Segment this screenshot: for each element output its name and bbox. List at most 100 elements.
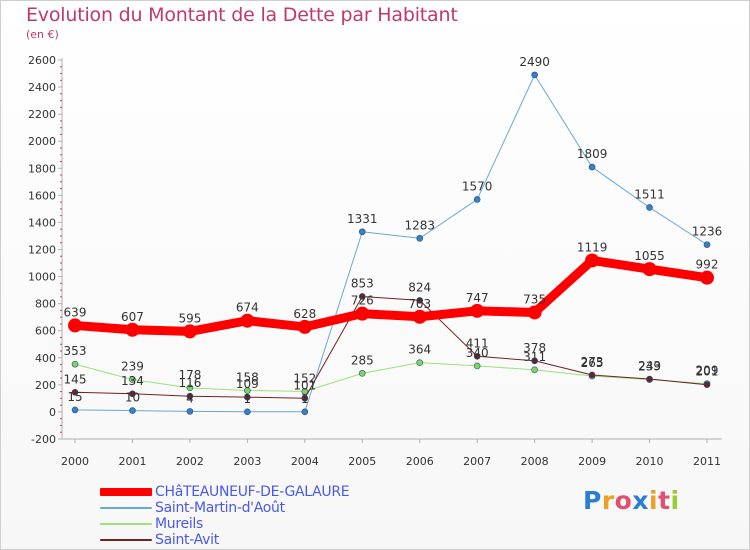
logo-letter: o xyxy=(614,486,633,515)
legend-swatch xyxy=(100,488,152,496)
y-tick-label: 1000 xyxy=(28,271,56,284)
x-tick-label: 2011 xyxy=(693,455,721,468)
y-tick-label: -200 xyxy=(31,433,56,446)
data-label: 853 xyxy=(351,276,374,290)
data-label: 628 xyxy=(293,307,316,321)
data-label: 1283 xyxy=(404,218,435,232)
logo-letter: x xyxy=(632,486,649,515)
y-tick-label: 800 xyxy=(35,298,56,311)
x-tick-label: 2003 xyxy=(233,455,261,468)
data-label: 1119 xyxy=(577,240,608,254)
data-label: 992 xyxy=(696,258,719,272)
data-label: 243 xyxy=(638,359,661,373)
y-tick-label: 1200 xyxy=(28,244,56,257)
data-point xyxy=(71,406,79,414)
legend-swatch xyxy=(100,507,152,509)
data-label: 201 xyxy=(696,365,719,379)
data-point xyxy=(416,359,424,366)
data-label: 134 xyxy=(121,374,144,388)
data-point xyxy=(301,388,309,395)
data-point xyxy=(129,390,136,398)
data-label: 747 xyxy=(466,291,489,305)
data-label: 145 xyxy=(64,372,87,386)
data-point xyxy=(531,357,538,365)
data-point xyxy=(646,204,653,211)
x-tick-label: 2002 xyxy=(176,455,204,468)
logo-letter: t xyxy=(658,486,671,515)
data-point xyxy=(585,253,600,268)
data-label: 4 xyxy=(186,391,194,405)
chart-title: Evolution du Montant de la Dette par Hab… xyxy=(26,4,458,26)
data-label: 116 xyxy=(178,376,201,390)
data-label: 311 xyxy=(523,350,546,364)
data-point xyxy=(358,293,366,300)
data-label: 109 xyxy=(236,377,259,391)
data-label: 411 xyxy=(466,336,489,350)
data-point xyxy=(703,241,711,248)
y-tick-label: 200 xyxy=(35,379,56,392)
data-point xyxy=(301,394,309,402)
data-point xyxy=(68,318,82,333)
data-point xyxy=(244,387,251,394)
x-tick-label: 2004 xyxy=(291,455,319,468)
data-label: 595 xyxy=(178,311,201,325)
logo-letter: i xyxy=(649,486,659,515)
data-label: 340 xyxy=(466,346,489,360)
x-tick-label: 2007 xyxy=(463,455,491,468)
data-label: 239 xyxy=(121,360,144,374)
data-point xyxy=(703,381,711,389)
data-label: 1236 xyxy=(692,225,723,239)
data-label: 15 xyxy=(67,390,82,404)
data-point xyxy=(182,324,197,339)
data-label: 639 xyxy=(64,305,87,319)
legend-label: Mureils xyxy=(155,516,203,532)
legend-label: CHâTEAUNEUF-DE-GALAURE xyxy=(155,484,350,500)
y-tick-label: 2600 xyxy=(28,54,56,67)
data-point xyxy=(358,228,366,236)
data-point xyxy=(473,352,481,360)
data-point xyxy=(642,262,657,277)
y-tick-label: 1800 xyxy=(28,162,56,175)
data-label: 158 xyxy=(236,371,259,385)
data-point xyxy=(531,71,538,79)
data-point xyxy=(473,362,481,370)
data-label: 152 xyxy=(293,371,316,385)
data-label: 1809 xyxy=(577,147,608,161)
x-tick-label: 2005 xyxy=(348,455,376,468)
data-label: 239 xyxy=(638,360,661,374)
x-tick-label: 2008 xyxy=(521,455,549,468)
data-label: 10 xyxy=(125,391,140,405)
data-point xyxy=(301,408,309,416)
x-tick-label: 2009 xyxy=(578,455,606,468)
data-point xyxy=(470,303,485,318)
data-label: 273 xyxy=(581,355,604,369)
series-2 xyxy=(71,293,711,402)
data-label: 1511 xyxy=(634,187,665,201)
series-1 xyxy=(71,359,711,395)
y-tick-label: 2000 xyxy=(28,135,56,148)
data-point xyxy=(71,360,79,368)
data-label: 265 xyxy=(581,356,604,370)
data-point xyxy=(125,322,140,337)
data-label: 1 xyxy=(301,392,309,406)
proxiti-logo: Proxiti xyxy=(583,486,680,515)
data-point xyxy=(527,305,542,320)
data-label: 703 xyxy=(408,297,431,311)
logo-letter: i xyxy=(670,486,680,515)
data-point xyxy=(416,297,424,304)
data-label: 285 xyxy=(351,353,374,367)
logo-letter: r xyxy=(601,486,615,515)
legend-swatch xyxy=(100,539,152,541)
data-point xyxy=(186,408,194,415)
data-label: 1 xyxy=(244,392,252,406)
legend-label: Saint-Avit xyxy=(155,532,219,548)
series-line xyxy=(74,295,708,399)
data-point xyxy=(412,309,427,324)
data-label: 378 xyxy=(523,341,546,355)
x-tick-label: 2010 xyxy=(636,455,664,468)
y-tick-label: 1400 xyxy=(28,216,56,229)
data-point xyxy=(700,270,714,285)
data-point xyxy=(244,408,251,416)
